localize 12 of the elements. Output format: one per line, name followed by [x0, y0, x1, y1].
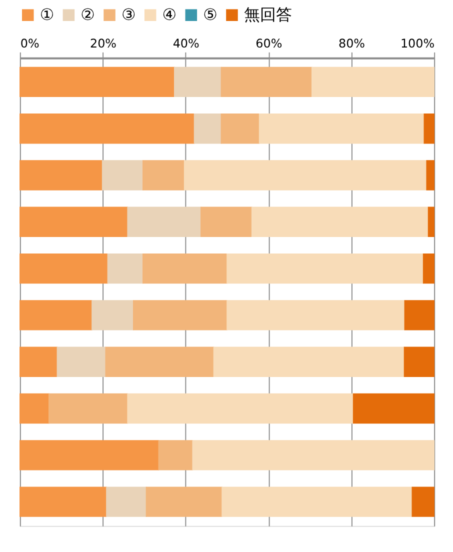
- x-tick-label: 20%: [90, 36, 117, 50]
- legend-label: 無回答: [244, 5, 292, 24]
- legend-label: ④: [162, 5, 177, 24]
- legend-label: ⑤: [203, 5, 218, 24]
- legend-label: ③: [121, 5, 136, 24]
- x-tick-label: 100%: [400, 36, 435, 50]
- x-tick-label: 40%: [172, 36, 200, 50]
- x-tick-label: 0%: [20, 36, 40, 50]
- x-tick-label: 80%: [338, 36, 366, 50]
- x-tick-label: 60%: [256, 36, 282, 50]
- legend-label: ①: [40, 5, 54, 24]
- legend-label: ②: [80, 5, 95, 24]
